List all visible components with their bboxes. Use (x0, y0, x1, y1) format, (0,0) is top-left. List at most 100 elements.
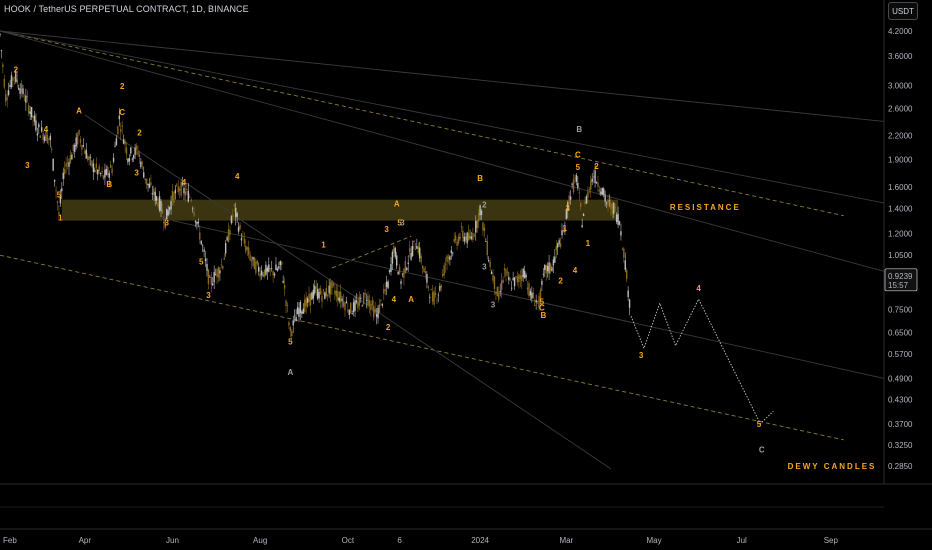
wave-label: 4 (696, 284, 701, 293)
candle-body (339, 291, 342, 303)
candle-body (431, 292, 434, 302)
candle-body (403, 268, 405, 278)
wave-label: 2 (558, 277, 563, 286)
candle-body (260, 270, 263, 276)
candle-body (177, 186, 179, 193)
candle-body (49, 135, 52, 140)
wave-label: 3 (566, 204, 571, 213)
candle-body (62, 172, 64, 179)
candle-body (122, 139, 125, 144)
candle-body (180, 181, 182, 196)
candle-body (2, 64, 4, 68)
candle-body (306, 298, 309, 303)
candle-body (421, 265, 424, 269)
candle-body (275, 264, 277, 271)
candle-body (39, 135, 41, 138)
candle-body (534, 305, 536, 307)
candle-body (222, 266, 224, 269)
candle-body (148, 183, 151, 188)
candle-body (32, 116, 34, 119)
candle-body (7, 90, 10, 95)
candle-body (235, 207, 237, 218)
candle-body (569, 196, 572, 200)
candle-body (545, 265, 547, 274)
candle-body (523, 270, 526, 279)
candle-body (302, 308, 304, 314)
x-tick-label: Mar (559, 536, 573, 545)
candle-body (525, 274, 527, 278)
candle-body (203, 249, 205, 252)
candle-body (387, 281, 389, 289)
candle-body (48, 138, 50, 140)
candle-body (199, 232, 201, 240)
candle-body (187, 190, 189, 202)
candle-body (439, 286, 441, 291)
trend-line-1 (0, 30, 844, 217)
candle-body (104, 169, 106, 178)
candle-body (352, 302, 355, 313)
candle-body (486, 241, 488, 256)
candle-body (590, 180, 592, 190)
candle-body (59, 196, 62, 204)
candle-body (459, 237, 461, 239)
candle-body (483, 227, 486, 232)
candle-body (454, 235, 457, 241)
candle-body (621, 248, 624, 250)
candle-body (417, 246, 419, 253)
candle-body (450, 250, 453, 253)
x-tick-label: May (646, 536, 661, 545)
currency-button[interactable]: USDT (888, 2, 918, 20)
candle-body (115, 138, 118, 146)
y-tick-label: 0.3250 (888, 441, 913, 450)
corrective-label: 3 (482, 263, 487, 272)
candle-body (125, 147, 128, 155)
candle-body (411, 245, 414, 257)
candle-body (6, 97, 8, 100)
candle-body (592, 176, 595, 178)
resistance-zone (61, 199, 619, 221)
candle-body (381, 304, 384, 306)
y-tick-label: 0.4900 (888, 374, 913, 383)
candle-body (86, 156, 89, 160)
wave-label: 5 (199, 258, 204, 267)
candle-body (230, 216, 233, 224)
candle-body (495, 291, 497, 294)
candle-body (229, 230, 231, 235)
x-tick-label: Aug (253, 536, 267, 545)
candle-body (249, 254, 251, 261)
candle-body (558, 240, 560, 245)
candle-body (298, 308, 300, 317)
candle-body (75, 137, 77, 147)
candle-body (522, 268, 524, 278)
candle-body (145, 178, 148, 185)
wave-label: B (477, 174, 483, 183)
y-tick-label: 0.7500 (888, 306, 913, 315)
candle-body (452, 252, 454, 254)
trend-line-5 (0, 30, 885, 204)
candle-body (28, 105, 30, 114)
candle-body (283, 285, 286, 289)
candle-body (308, 293, 310, 302)
candle-body (572, 179, 575, 193)
candle-body (519, 275, 522, 279)
candle-body (578, 192, 580, 194)
candle-body (492, 274, 494, 281)
candle-body (3, 78, 6, 88)
candle-body (114, 145, 116, 147)
candle-body (555, 246, 557, 251)
candle-body (617, 213, 619, 225)
candle-body (209, 276, 211, 278)
candle-body (232, 215, 234, 217)
candle-body (338, 297, 340, 302)
candle-body (22, 88, 24, 95)
candle-body (181, 182, 184, 185)
candle-body (43, 136, 46, 141)
candle-body (134, 147, 136, 155)
candle-body (311, 292, 313, 300)
trend-line-2 (0, 254, 844, 441)
candle-body (163, 221, 165, 224)
candle-body (327, 294, 329, 296)
candle-body (227, 229, 230, 243)
price-tag (884, 268, 918, 292)
